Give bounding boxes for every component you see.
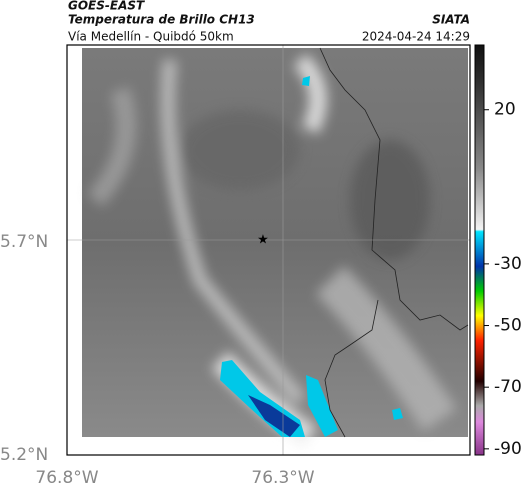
svg-text:★: ★ bbox=[257, 233, 269, 248]
colorbar-tick-label: -70 bbox=[494, 377, 522, 397]
lon-label: 76.3°W bbox=[251, 468, 314, 488]
product: Temperatura de Brillo CH13 bbox=[68, 13, 255, 27]
timestamp: 2024-04-24 14:29 bbox=[362, 30, 470, 44]
source: SIATA bbox=[432, 13, 470, 27]
satellite: GOES-EAST bbox=[68, 0, 145, 13]
region: Vía Medellín - Quibdó 50km bbox=[68, 30, 234, 44]
colorbar-tick-label: -90 bbox=[494, 439, 522, 459]
lat-label: 5.2°N bbox=[0, 445, 48, 465]
lat-label: 5.7°N bbox=[0, 232, 48, 252]
colorbar bbox=[474, 44, 485, 456]
lon-label: 76.8°W bbox=[35, 468, 98, 488]
colorbar-ticks: 20 -30 -50 -70 -90 bbox=[484, 100, 522, 459]
colorbar-tick-label: -30 bbox=[494, 254, 522, 274]
satellite-image: ★ bbox=[66, 44, 471, 456]
colorbar-tick-label: 20 bbox=[494, 100, 516, 120]
colorbar-tick-label: -50 bbox=[494, 316, 522, 336]
